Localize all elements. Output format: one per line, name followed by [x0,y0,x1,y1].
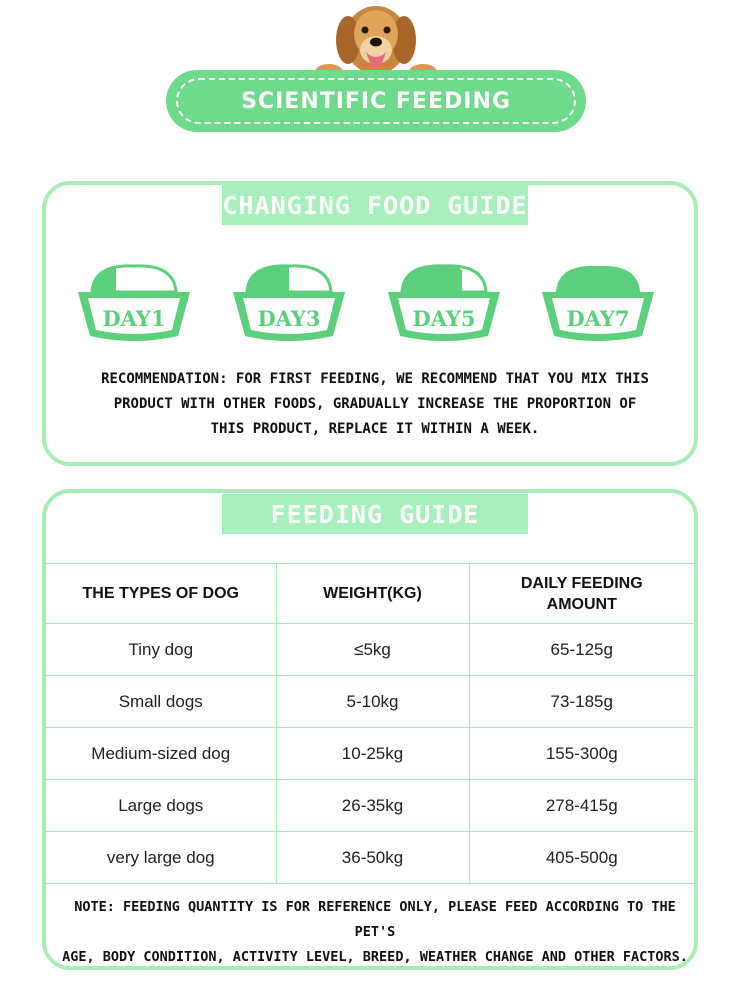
header-daily-amount-text: DAILY FEEDING AMOUNT [520,574,643,613]
bowl-day5-label: DAY5 [412,306,475,331]
dog-type-cell: very large dog [46,831,277,884]
amount-cell: 65-125g [468,623,694,676]
note-line: AGE, BODY CONDITION, ACTIVITY LEVEL, BRE… [62,949,688,965]
weight-cell: 10-25kg [275,727,470,780]
bowl-day1-icon: DAY1 [78,264,190,341]
amount-cell: 73-185g [468,675,694,728]
weight-cell: ≤5kg [275,623,470,676]
recommendation-text: RECOMMENDATION: FOR FIRST FEEDING, WE RE… [80,367,670,442]
banner-dashed-border [176,78,576,124]
table-row: Small dogs 5-10kg 73-185g [46,675,694,728]
feeding-table: THE TYPES OF DOG WEIGHT(KG) DAILY FEEDIN… [46,563,694,884]
bowl-day5-icon: DAY5 [388,264,500,341]
recommendation-line: RECOMMENDATION: FOR FIRST FEEDING, WE RE… [101,371,649,387]
bowl-day7-label: DAY7 [566,306,629,331]
table-header-row: THE TYPES OF DOG WEIGHT(KG) DAILY FEEDIN… [46,563,694,624]
table-row: Tiny dog ≤5kg 65-125g [46,623,694,676]
recommendation-line: PRODUCT WITH OTHER FOODS, GRADUALLY INCR… [113,396,637,412]
header-dog-type: THE TYPES OF DOG [46,563,277,624]
table-row: Large dogs 26-35kg 278-415g [46,779,694,832]
feeding-guide-title: FEEDING GUIDE [222,494,528,534]
bowl-day3-label: DAY3 [257,306,320,331]
header-weight: WEIGHT(KG) [275,563,470,624]
note-line: NOTE: FEEDING QUANTITY IS FOR REFERENCE … [74,899,676,940]
amount-cell: 405-500g [468,831,694,884]
bowl-day3-icon: DAY3 [233,264,345,341]
recommendation-line: THIS PRODUCT, REPLACE IT WITHIN A WEEK. [210,421,540,437]
dog-type-cell: Medium-sized dog [46,727,277,780]
banner-title: SCIENTIFIC FEEDING [241,88,511,114]
dog-type-cell: Small dogs [46,675,277,728]
dog-illustration [315,6,437,78]
dog-type-cell: Tiny dog [46,623,277,676]
note-text: NOTE: FEEDING QUANTITY IS FOR REFERENCE … [62,895,688,970]
changing-food-guide-title: CHANGING FOOD GUIDE [222,185,528,225]
bowl-day1-label: DAY1 [102,306,165,331]
table-row: very large dog 36-50kg 405-500g [46,831,694,884]
bowl-day7-icon: DAY7 [542,265,654,341]
dog-type-cell: Large dogs [46,779,277,832]
table-row: Medium-sized dog 10-25kg 155-300g [46,727,694,780]
header-daily-amount: DAILY FEEDING AMOUNT [468,563,694,624]
weight-cell: 26-35kg [275,779,470,832]
weight-cell: 5-10kg [275,675,470,728]
amount-cell: 278-415g [468,779,694,832]
amount-cell: 155-300g [468,727,694,780]
weight-cell: 36-50kg [275,831,470,884]
title-banner: SCIENTIFIC FEEDING [166,70,586,132]
